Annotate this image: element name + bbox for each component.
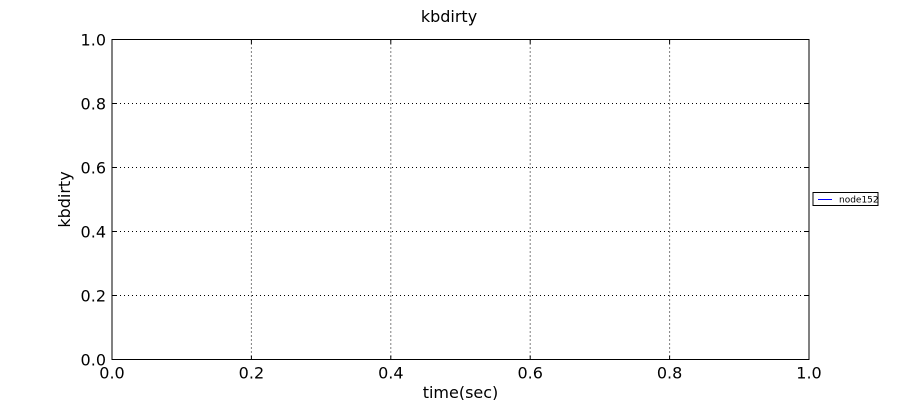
plot-area	[112, 39, 809, 360]
y-tick-label: 1.0	[81, 31, 106, 50]
x-tick-label: 0.4	[378, 364, 403, 383]
y-axis-ticks: 0.0 0.2 0.4 0.6 0.8 1.0	[81, 31, 809, 370]
legend: node152	[812, 192, 879, 206]
legend-box	[812, 192, 879, 206]
legend-label-node152: node152	[839, 196, 879, 206]
x-tick-label: 0.0	[99, 364, 124, 383]
grid-lines	[112, 39, 809, 360]
x-axis-label: time(sec)	[423, 383, 499, 400]
x-axis-ticks: 0.0 0.2 0.4 0.6 0.8 1.0	[99, 39, 822, 383]
x-tick-label: 1.0	[796, 364, 821, 383]
x-tick-label: 0.2	[239, 364, 264, 383]
y-tick-label: 0.8	[81, 95, 106, 114]
chart-title: kbdirty	[421, 7, 477, 26]
x-tick-label: 0.6	[517, 364, 542, 383]
y-tick-label: 0.0	[81, 351, 106, 370]
plot-frame	[111, 39, 810, 360]
y-tick-label: 0.6	[81, 159, 106, 178]
y-tick-label: 0.4	[81, 223, 106, 242]
x-tick-label: 0.8	[657, 364, 682, 383]
y-tick-label: 0.2	[81, 287, 106, 306]
y-axis-label: kbdirty	[55, 171, 74, 227]
